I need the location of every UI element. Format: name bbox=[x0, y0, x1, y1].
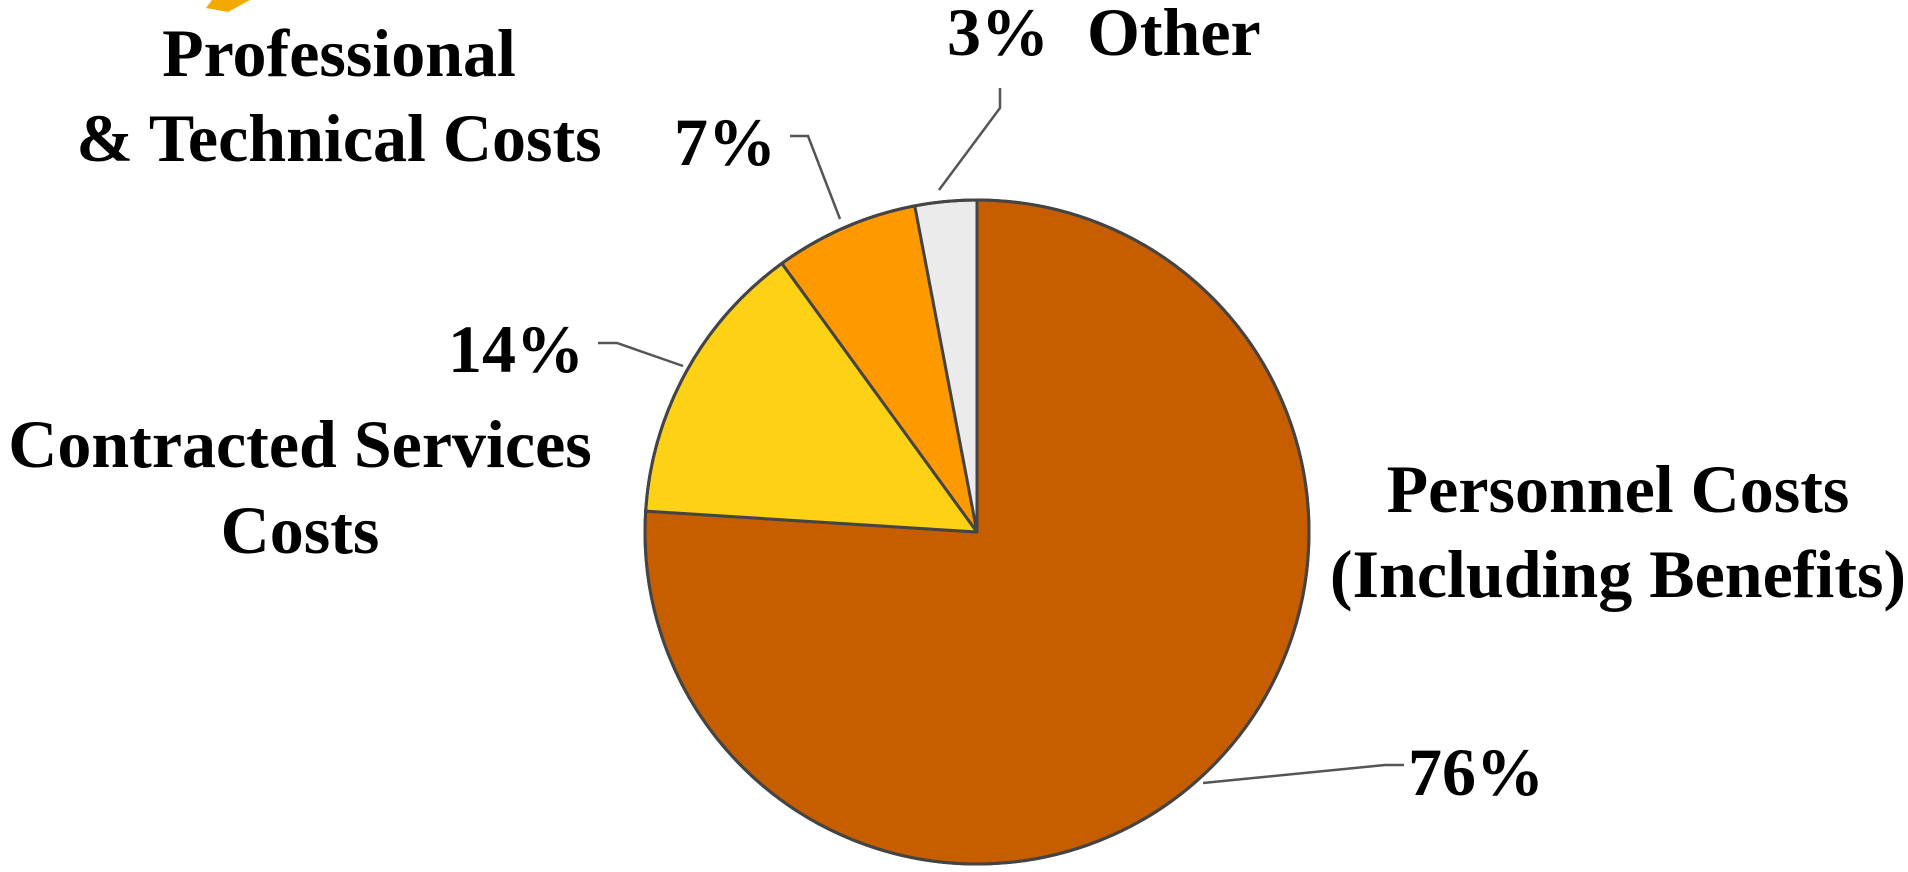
leader-line-professional bbox=[790, 134, 842, 220]
category-label-professional-line2: & Technical Costs bbox=[76, 100, 601, 176]
pct-label-professional: 7% bbox=[674, 104, 776, 180]
leader-line-personnel bbox=[1202, 763, 1404, 785]
pct-label-contracted: 14% bbox=[448, 311, 584, 387]
category-label-personnel-line2: (Including Benefits) bbox=[1330, 536, 1906, 612]
pct-label-other: 3% bbox=[947, 0, 1049, 70]
partial-cropped-icon bbox=[206, 0, 250, 12]
pie-outline bbox=[643, 198, 1311, 866]
leader-line-contracted bbox=[598, 341, 684, 368]
category-label-contracted-line2: Costs bbox=[221, 492, 380, 568]
category-label-other: Other bbox=[1087, 0, 1261, 70]
pct-label-personnel: 76% bbox=[1408, 734, 1544, 810]
pie-slices bbox=[643, 198, 1311, 866]
category-label-professional: Professional bbox=[162, 15, 516, 91]
leader-line-other bbox=[937, 88, 1002, 191]
category-label-contracted: Contracted Services bbox=[8, 406, 591, 482]
category-label-personnel: Personnel Costs bbox=[1387, 451, 1850, 527]
